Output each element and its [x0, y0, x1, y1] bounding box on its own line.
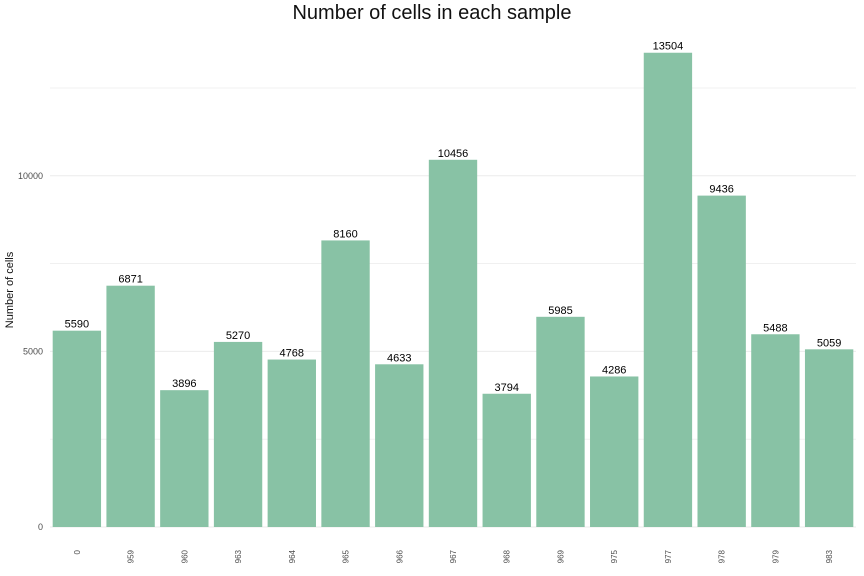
x-tick-label: 975	[610, 549, 619, 563]
y-tick-label: 10000	[18, 171, 43, 181]
data-label-969: 5985	[548, 305, 572, 317]
data-label-966: 4633	[387, 352, 411, 364]
x-tick-label: 977	[664, 549, 673, 563]
x-tick-label: 978	[718, 549, 727, 563]
x-tick-label: 968	[503, 549, 512, 563]
x-tick-label: 969	[556, 549, 565, 563]
bar-967	[428, 159, 478, 527]
bar-979	[751, 334, 800, 527]
bars	[52, 52, 854, 528]
x-tick-label: 967	[449, 549, 458, 563]
data-label-983: 5059	[817, 337, 841, 349]
y-axis: 0 5000 10000	[18, 171, 43, 532]
bar-978	[697, 195, 746, 528]
data-label-967: 10456	[438, 148, 469, 160]
data-label-968: 3794	[494, 382, 518, 394]
chart-title: Number of cells in each sample	[292, 2, 572, 24]
x-tick-label: 979	[771, 549, 780, 563]
data-label-0: 5590	[65, 319, 89, 331]
data-label-965: 8160	[333, 228, 357, 240]
data-label-964: 4768	[280, 348, 304, 360]
data-label-979: 5488	[763, 322, 787, 334]
bar-966	[375, 364, 424, 527]
x-tick-label: 964	[288, 549, 297, 563]
x-tick-label: 0	[73, 549, 82, 554]
x-tick-label: 960	[180, 549, 189, 563]
bar-983	[804, 349, 854, 527]
bar-975	[590, 376, 639, 527]
data-label-975: 4286	[602, 364, 626, 376]
x-tick-label: 966	[395, 549, 404, 563]
x-tick-label: 963	[234, 549, 243, 563]
y-tick-label: 0	[38, 522, 43, 532]
x-tick-label: 965	[342, 549, 351, 563]
bar-963	[213, 341, 263, 527]
y-tick-label: 5000	[23, 346, 43, 356]
x-tick-label: 959	[127, 549, 136, 563]
x-tick-label: 983	[825, 549, 834, 563]
bar-0	[52, 330, 102, 527]
data-labels: 5590 6871 3896 5270 4768 8160 4633 10456 3794 598…	[65, 41, 842, 394]
bar-969	[536, 316, 585, 527]
data-label-963: 5270	[226, 330, 250, 342]
bar-960	[160, 390, 209, 527]
x-axis: 0 959 960 963 964 965 966 967 968 969 975 977 978 979…	[73, 549, 834, 563]
bar-965	[321, 240, 370, 527]
data-label-959: 6871	[118, 274, 142, 286]
bar-968	[482, 393, 531, 527]
data-label-960: 3896	[172, 378, 196, 390]
bar-977	[643, 52, 693, 527]
data-label-978: 9436	[709, 184, 733, 196]
data-label-977: 13504	[653, 41, 684, 53]
y-axis-title: Number of cells	[4, 251, 16, 328]
bar-959	[106, 285, 155, 527]
bar-964	[267, 359, 316, 527]
